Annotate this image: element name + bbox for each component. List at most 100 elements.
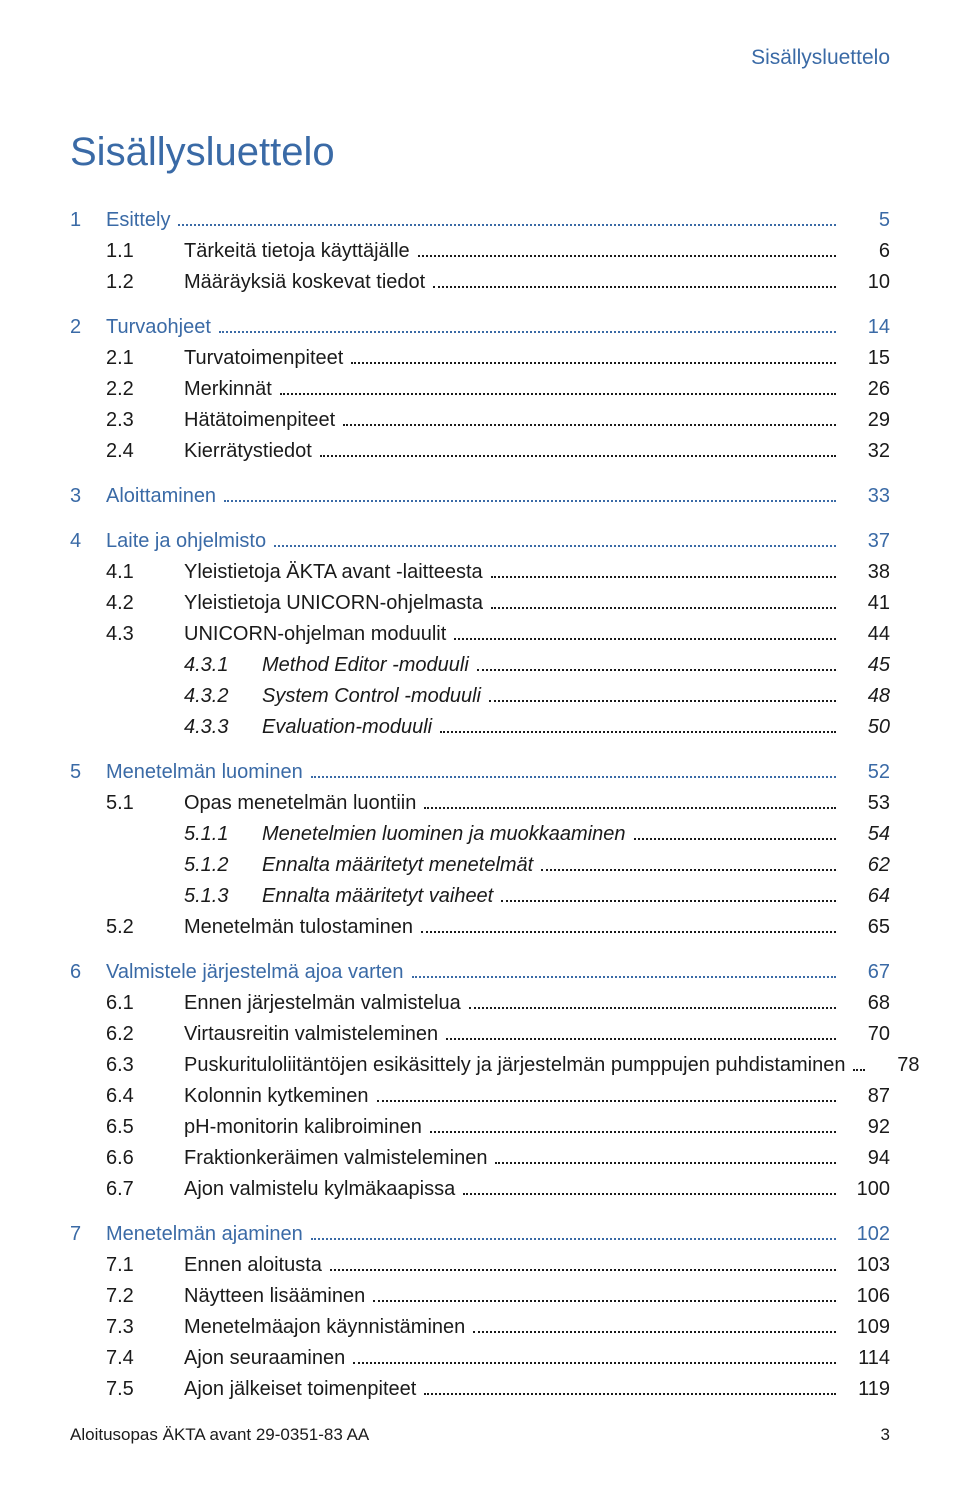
footer: Aloitusopas ÄKTA avant 29-0351-83 AA 3	[70, 1425, 890, 1445]
toc-leader-dots	[430, 1131, 836, 1133]
toc-label: Menetelmän tulostaminen	[184, 912, 417, 943]
toc-chapter-row[interactable]: 7Menetelmän ajaminen102	[70, 1219, 890, 1250]
toc-chapter-row[interactable]: 4Laite ja ohjelmisto37	[70, 526, 890, 557]
toc-leader-dots	[469, 1007, 836, 1009]
toc-label: Hätätoimenpiteet	[184, 405, 339, 436]
toc-page-number: 10	[842, 267, 890, 298]
toc-section-row[interactable]: 7.1Ennen aloitusta103	[106, 1250, 890, 1281]
toc-section-row[interactable]: 1.2Määräyksiä koskevat tiedot10	[106, 267, 890, 298]
toc-group: 7Menetelmän ajaminen1027.1Ennen aloitust…	[70, 1219, 890, 1405]
toc-number: 6.7	[106, 1174, 184, 1205]
toc-page-number: 70	[842, 1019, 890, 1050]
toc-leader-dots	[224, 500, 836, 502]
toc-subsection-row[interactable]: 4.3.1Method Editor -moduuli45	[184, 650, 890, 681]
toc-page-number: 109	[842, 1312, 890, 1343]
toc-label: Merkinnät	[184, 374, 276, 405]
toc-leader-dots	[440, 731, 836, 733]
toc-number: 2.4	[106, 436, 184, 467]
toc-label: Ennen aloitusta	[184, 1250, 326, 1281]
toc-section-row[interactable]: 7.2Näytteen lisääminen106	[106, 1281, 890, 1312]
toc-leader-dots	[311, 776, 836, 778]
toc-page-number: 65	[842, 912, 890, 943]
toc-section-row[interactable]: 4.3UNICORN-ohjelman moduulit44	[106, 619, 890, 650]
toc-leader-dots	[454, 638, 836, 640]
toc-section-row[interactable]: 5.1Opas menetelmän luontiin53	[106, 788, 890, 819]
toc-section-row[interactable]: 2.1Turvatoimenpiteet15	[106, 343, 890, 374]
toc-section-row[interactable]: 2.4Kierrätystiedot32	[106, 436, 890, 467]
toc-page-number: 106	[842, 1281, 890, 1312]
toc-page-number: 78	[871, 1050, 919, 1081]
toc-section-row[interactable]: 4.1Yleistietoja ÄKTA avant -laitteesta38	[106, 557, 890, 588]
toc-page-number: 68	[842, 988, 890, 1019]
toc-section-row[interactable]: 6.1Ennen järjestelmän valmistelua68	[106, 988, 890, 1019]
toc-label: Ajon valmistelu kylmäkaapissa	[184, 1174, 459, 1205]
toc-chapter-row[interactable]: 1Esittely5	[70, 205, 890, 236]
toc-section-row[interactable]: 4.2Yleistietoja UNICORN-ohjelmasta41	[106, 588, 890, 619]
toc-section-row[interactable]: 6.7Ajon valmistelu kylmäkaapissa 100	[106, 1174, 890, 1205]
toc-page-number: 119	[842, 1374, 890, 1405]
toc-label: Method Editor -moduuli	[262, 650, 473, 681]
toc-subsection-row[interactable]: 4.3.3Evaluation-moduuli50	[184, 712, 890, 743]
toc-section-row[interactable]: 5.2Menetelmän tulostaminen 65	[106, 912, 890, 943]
toc-page-number: 100	[842, 1174, 890, 1205]
toc-subsection-row[interactable]: 5.1.3Ennalta määritetyt vaiheet64	[184, 881, 890, 912]
toc-page-number: 92	[842, 1112, 890, 1143]
toc-label: Menetelmän ajaminen	[106, 1219, 307, 1250]
toc-number: 6.5	[106, 1112, 184, 1143]
toc-label: Valmistele järjestelmä ajoa varten	[106, 957, 408, 988]
toc-section-row[interactable]: 7.5Ajon jälkeiset toimenpiteet119	[106, 1374, 890, 1405]
toc-number: 6	[70, 957, 106, 988]
toc-label: Esittely	[106, 205, 174, 236]
toc-number: 7	[70, 1219, 106, 1250]
toc-section-row[interactable]: 1.1Tärkeitä tietoja käyttäjälle6	[106, 236, 890, 267]
toc-section-row[interactable]: 6.6Fraktionkeräimen valmisteleminen94	[106, 1143, 890, 1174]
toc-label: UNICORN-ohjelman moduulit	[184, 619, 450, 650]
toc-page-number: 45	[842, 650, 890, 681]
toc-subsection-row[interactable]: 4.3.2System Control -moduuli48	[184, 681, 890, 712]
toc-label: Menetelmäajon käynnistäminen	[184, 1312, 469, 1343]
toc-label: Kolonnin kytkeminen	[184, 1081, 373, 1112]
toc-page-number: 32	[842, 436, 890, 467]
toc-page-number: 53	[842, 788, 890, 819]
toc-chapter-row[interactable]: 6Valmistele järjestelmä ajoa varten 67	[70, 957, 890, 988]
toc-subsection-row[interactable]: 5.1.2Ennalta määritetyt menetelmät62	[184, 850, 890, 881]
toc-page-number: 6	[842, 236, 890, 267]
toc-number: 4.3.2	[184, 681, 262, 712]
toc-page-number: 52	[842, 757, 890, 788]
toc-section-row[interactable]: 7.4Ajon seuraaminen114	[106, 1343, 890, 1374]
toc-section-row[interactable]: 6.4Kolonnin kytkeminen87	[106, 1081, 890, 1112]
toc-page-number: 48	[842, 681, 890, 712]
toc-chapter-row[interactable]: 5Menetelmän luominen52	[70, 757, 890, 788]
toc-section-row[interactable]: 6.2Virtausreitin valmisteleminen70	[106, 1019, 890, 1050]
toc-section-row[interactable]: 2.2Merkinnät26	[106, 374, 890, 405]
page: Sisällysluettelo Sisällysluettelo 1Esitt…	[0, 0, 960, 1485]
toc-label: Aloittaminen	[106, 481, 220, 512]
toc-number: 7.2	[106, 1281, 184, 1312]
toc-section-row[interactable]: 2.3Hätätoimenpiteet29	[106, 405, 890, 436]
toc-leader-dots	[418, 255, 836, 257]
toc-page-number: 38	[842, 557, 890, 588]
toc-leader-dots	[491, 607, 836, 609]
toc-section-row[interactable]: 6.5pH-monitorin kalibroiminen92	[106, 1112, 890, 1143]
toc-number: 5.2	[106, 912, 184, 943]
toc-number: 5.1	[106, 788, 184, 819]
toc-leader-dots	[412, 976, 836, 978]
toc-section-row[interactable]: 7.3Menetelmäajon käynnistäminen109	[106, 1312, 890, 1343]
toc-leader-dots	[343, 424, 836, 426]
toc-page-number: 54	[842, 819, 890, 850]
toc-section-row[interactable]: 6.3Puskurituloliitäntöjen esikäsittely j…	[106, 1050, 890, 1081]
toc-number: 5.1.3	[184, 881, 262, 912]
toc-leader-dots	[477, 669, 836, 671]
toc-subsection-row[interactable]: 5.1.1Menetelmien luominen ja muokkaamine…	[184, 819, 890, 850]
toc-page-number: 15	[842, 343, 890, 374]
toc-number: 6.2	[106, 1019, 184, 1050]
toc-leader-dots	[351, 362, 836, 364]
toc-number: 4	[70, 526, 106, 557]
toc-page-number: 67	[842, 957, 890, 988]
toc-label: Tärkeitä tietoja käyttäjälle	[184, 236, 414, 267]
toc-chapter-row[interactable]: 3Aloittaminen33	[70, 481, 890, 512]
toc-group: 4Laite ja ohjelmisto374.1Yleistietoja ÄK…	[70, 526, 890, 743]
toc-chapter-row[interactable]: 2Turvaohjeet14	[70, 312, 890, 343]
toc-leader-dots	[446, 1038, 836, 1040]
toc-label: Yleistietoja UNICORN-ohjelmasta	[184, 588, 487, 619]
